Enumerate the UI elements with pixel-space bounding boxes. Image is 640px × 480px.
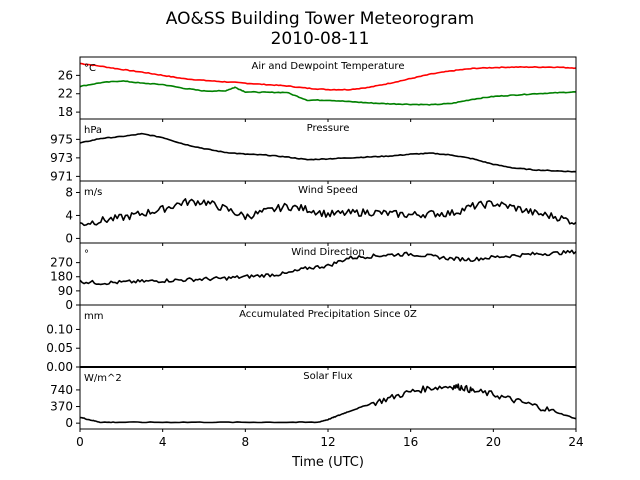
chart-title-line1: AO&SS Building Tower Meteorogram	[166, 9, 474, 29]
panel-unit-2: m/s	[84, 187, 102, 198]
y-tick-label-2-0: 0	[65, 231, 73, 245]
y-tick-label-3-1: 90	[58, 284, 73, 298]
panel-title-0: Air and Dewpoint Temperature	[252, 61, 405, 72]
panel-title-4: Accumulated Precipitation Since 0Z	[239, 309, 417, 320]
y-tick-label-4-1: 0.05	[46, 341, 73, 355]
y-tick-label-3-0: 0	[65, 298, 73, 312]
panel-title-1: Pressure	[307, 123, 350, 134]
series-line-2-0	[79, 198, 577, 227]
y-tick-label-1-2: 975	[50, 132, 73, 146]
y-tick-label-1-0: 971	[50, 169, 73, 183]
panel-title-5: Solar Flux	[303, 371, 353, 382]
x-tick-label-5: 20	[486, 435, 501, 449]
panel-unit-0: °C	[84, 63, 96, 74]
panel-unit-4: mm	[84, 311, 103, 322]
x-tick-label-3: 12	[320, 435, 335, 449]
series-line-3-0	[79, 249, 577, 286]
y-tick-label-2-2: 8	[65, 185, 73, 199]
series-line-0-0	[79, 62, 577, 91]
y-tick-label-5-1: 370	[50, 400, 73, 414]
y-tick-label-4-0: 0.00	[46, 360, 73, 374]
x-tick-label-2: 8	[242, 435, 250, 449]
panel-0: 18 22 26 °C Air and Dewpoint Temperature	[58, 56, 577, 122]
x-tick-label-0: 0	[76, 435, 84, 449]
y-tick-label-2-1: 4	[65, 208, 73, 222]
y-tick-label-3-3: 270	[50, 256, 73, 270]
series-line-0-1	[79, 80, 577, 106]
series-line-1-0	[79, 132, 577, 173]
y-tick-label-0-1: 22	[58, 87, 73, 101]
panel-unit-5: W/m^2	[84, 373, 122, 384]
y-tick-label-0-0: 18	[58, 105, 73, 119]
y-tick-label-0-2: 26	[58, 68, 73, 82]
panel-title-2: Wind Speed	[298, 185, 358, 196]
panel-unit-3: °	[84, 249, 89, 260]
panel-1: 971 973 975 hPa Pressure	[50, 118, 577, 184]
panel-title-3: Wind Direction	[291, 247, 365, 258]
panel-5: 0 370 740 W/m^2 Solar Flux	[50, 366, 577, 432]
series-line-5-0	[79, 383, 577, 424]
y-tick-label-4-2: 0.10	[46, 322, 73, 336]
x-axis-label: Time (UTC)	[291, 455, 364, 470]
panel-2: 0 4 8 m/s Wind Speed	[65, 180, 577, 246]
y-tick-label-1-1: 973	[50, 151, 73, 165]
y-tick-label-5-2: 740	[50, 383, 73, 397]
chart-title-line2: 2010-08-11	[271, 29, 370, 49]
x-tick-label-4: 16	[403, 435, 418, 449]
y-tick-label-3-2: 180	[50, 270, 73, 284]
x-tick-label-6: 24	[568, 435, 583, 449]
panel-unit-1: hPa	[84, 125, 102, 136]
y-tick-label-5-0: 0	[65, 416, 73, 430]
x-tick-label-1: 4	[159, 435, 167, 449]
x-axis: 0 4 8 12 16 20 24	[76, 435, 583, 449]
panel-4: 0.00 0.05 0.10 mm Accumulated Precipitation …	[46, 304, 577, 374]
